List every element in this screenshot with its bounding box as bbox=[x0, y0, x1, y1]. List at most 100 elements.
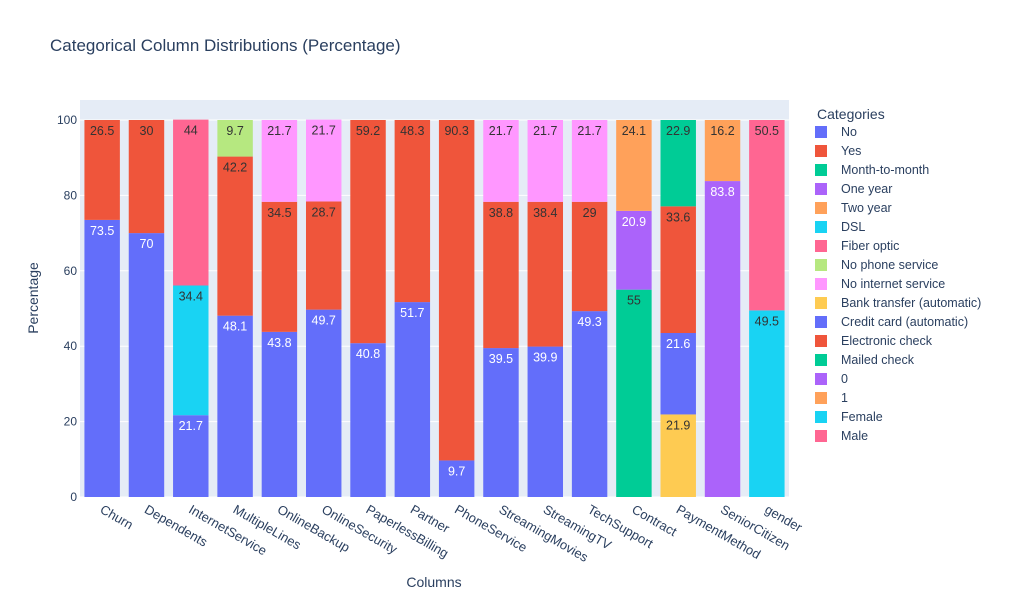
bar-segment[interactable] bbox=[749, 120, 785, 311]
legend-item[interactable]: Two year bbox=[815, 201, 892, 215]
bar-segment[interactable] bbox=[305, 201, 342, 310]
bar-segment[interactable] bbox=[394, 120, 431, 303]
bar-segment[interactable] bbox=[217, 120, 253, 157]
legend-item[interactable]: No internet service bbox=[815, 277, 945, 291]
bar-segment[interactable] bbox=[261, 201, 298, 332]
bar-segment[interactable] bbox=[84, 219, 120, 497]
bar-segment[interactable] bbox=[483, 201, 519, 349]
bar-segment[interactable] bbox=[261, 331, 298, 497]
y-tick-label: 20 bbox=[64, 415, 78, 429]
legend-item[interactable]: Mailed check bbox=[815, 353, 915, 367]
bar-segment[interactable] bbox=[527, 346, 564, 497]
legend-swatch bbox=[815, 240, 827, 252]
bar-segment[interactable] bbox=[483, 120, 519, 202]
bar-segment[interactable] bbox=[305, 119, 342, 202]
bar-segment[interactable] bbox=[571, 311, 608, 497]
legend-label: No bbox=[841, 125, 857, 139]
legend-item[interactable]: No bbox=[815, 125, 857, 139]
bar-segment[interactable] bbox=[660, 120, 696, 207]
legend-swatch bbox=[815, 297, 827, 309]
y-tick-label: 0 bbox=[70, 490, 77, 504]
legend-swatch bbox=[815, 354, 827, 366]
bar-value-label: 42.2 bbox=[223, 161, 247, 175]
legend-item[interactable]: DSL bbox=[815, 220, 865, 234]
bar-value-label: 21.7 bbox=[267, 124, 291, 138]
legend-item[interactable]: Female bbox=[815, 410, 883, 424]
bar-value-label: 34.5 bbox=[267, 206, 291, 220]
bar-value-label: 51.7 bbox=[400, 306, 424, 320]
bar-segment[interactable] bbox=[84, 120, 120, 220]
bar-segment[interactable] bbox=[261, 120, 298, 202]
bar-segment[interactable] bbox=[217, 315, 253, 497]
bar-value-label: 50.5 bbox=[755, 124, 779, 138]
legend-item[interactable]: Month-to-month bbox=[815, 163, 929, 177]
bar-value-label: 21.7 bbox=[489, 124, 513, 138]
legend-label: Bank transfer (automatic) bbox=[841, 296, 981, 310]
bar-value-label: 21.9 bbox=[666, 418, 690, 432]
bar-segment[interactable] bbox=[527, 201, 564, 347]
bar-segment[interactable] bbox=[571, 120, 608, 202]
bar-segment[interactable] bbox=[616, 289, 652, 497]
legend-item[interactable]: Male bbox=[815, 429, 868, 443]
legend-item[interactable]: Bank transfer (automatic) bbox=[815, 296, 981, 310]
legend-swatch bbox=[815, 259, 827, 271]
legend-swatch bbox=[815, 430, 827, 442]
bar-segment[interactable] bbox=[438, 120, 475, 461]
legend-items[interactable]: No Yes Month-to-month One year Two year DSL Fi… bbox=[815, 125, 981, 443]
legend-item[interactable]: Credit card (automatic) bbox=[815, 315, 968, 329]
bar-segment[interactable] bbox=[173, 119, 209, 286]
legend-item[interactable]: 1 bbox=[815, 391, 848, 405]
bar-value-label: 28.7 bbox=[312, 205, 336, 219]
bar-segment[interactable] bbox=[128, 120, 165, 234]
bar-value-label: 9.7 bbox=[226, 124, 243, 138]
bar-segment[interactable] bbox=[483, 348, 519, 497]
bar-value-label: 43.8 bbox=[267, 336, 291, 350]
bar-value-label: 90.3 bbox=[444, 124, 468, 138]
bar-segment[interactable] bbox=[571, 201, 608, 312]
bar-segment[interactable] bbox=[527, 120, 564, 202]
legend-item[interactable]: Yes bbox=[815, 144, 861, 158]
bar-segment[interactable] bbox=[350, 343, 386, 497]
legend-item[interactable]: Electronic check bbox=[815, 334, 933, 348]
bar-segment[interactable] bbox=[128, 233, 165, 497]
bar-segment[interactable] bbox=[660, 414, 696, 497]
bar-segment[interactable] bbox=[217, 156, 253, 316]
bar-value-label: 49.7 bbox=[312, 314, 336, 328]
bar-segment[interactable] bbox=[173, 285, 209, 416]
bar-value-label: 70 bbox=[140, 237, 154, 251]
bar-segment[interactable] bbox=[660, 206, 696, 334]
bar-segment[interactable] bbox=[749, 310, 785, 497]
legend-swatch bbox=[815, 278, 827, 290]
legend-item[interactable]: One year bbox=[815, 182, 892, 196]
y-tick-label: 60 bbox=[64, 264, 78, 278]
bar-value-label: 38.8 bbox=[489, 206, 513, 220]
bar-segment[interactable] bbox=[305, 309, 342, 497]
bar-segment[interactable] bbox=[394, 302, 431, 497]
bar-value-label: 39.5 bbox=[489, 352, 513, 366]
y-axis-ticks: 0 20 40 60 80 100 bbox=[57, 113, 77, 504]
legend-item[interactable]: 0 bbox=[815, 372, 848, 386]
bar-value-label: 34.4 bbox=[179, 290, 203, 304]
bar-segment[interactable] bbox=[173, 415, 209, 497]
legend-label: Mailed check bbox=[841, 353, 915, 367]
bar-value-label: 49.5 bbox=[755, 314, 779, 328]
legend-label: Month-to-month bbox=[841, 163, 929, 177]
bar-segment[interactable] bbox=[616, 120, 652, 211]
bar-value-label: 83.8 bbox=[710, 185, 734, 199]
legend-item[interactable]: No phone service bbox=[815, 258, 938, 272]
legend-item[interactable]: Fiber optic bbox=[815, 239, 899, 253]
bar-value-label: 21.7 bbox=[533, 124, 557, 138]
bar-value-label: 26.5 bbox=[90, 124, 114, 138]
bar-value-label: 21.7 bbox=[179, 419, 203, 433]
bar-segment[interactable] bbox=[704, 120, 741, 182]
bar-segment[interactable] bbox=[704, 181, 741, 497]
bar-segment[interactable] bbox=[350, 120, 386, 344]
bars[interactable] bbox=[84, 119, 785, 497]
bar-segment[interactable] bbox=[660, 333, 696, 415]
bar-value-labels: 73.5 70 21.7 48.1 43.8 49.7 40.8 51.7 9.7 39.5 39.… bbox=[90, 124, 779, 479]
bar-value-label: 30 bbox=[140, 124, 154, 138]
legend-label: No internet service bbox=[841, 277, 945, 291]
bar-segment[interactable] bbox=[616, 210, 652, 290]
legend-swatch bbox=[815, 335, 827, 347]
bar-segment[interactable] bbox=[438, 460, 475, 497]
